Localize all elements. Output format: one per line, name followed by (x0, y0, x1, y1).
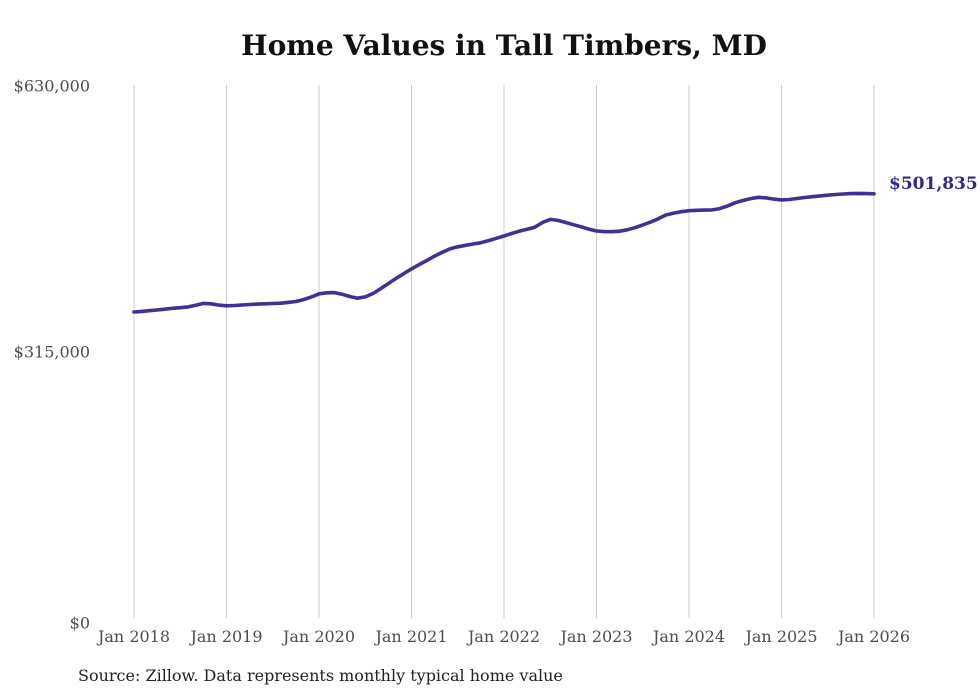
current-value-label: $501,835 (889, 174, 978, 194)
chart-title: Home Values in Tall Timbers, MD (241, 29, 767, 62)
x-axis-tick-label: Jan 2021 (375, 627, 448, 646)
y-axis-label-630000: $630,000 (13, 76, 90, 96)
home-value-line (132, 191, 876, 314)
gridlines-group (133, 85, 875, 618)
x-axis-tick-label: Jan 2023 (560, 627, 633, 646)
source-note: Source: Zillow. Data represents monthly … (78, 666, 563, 685)
x-axis-tick-label: Jan 2024 (652, 627, 726, 646)
y-axis-label-0: $0 (69, 613, 90, 633)
x-axis-tick-label: Jan 2018 (97, 627, 171, 646)
x-axis-tick-label: Jan 2019 (190, 627, 263, 646)
x-axis-tick-label: Jan 2020 (282, 627, 356, 646)
x-axis-tick-label: Jan 2022 (467, 627, 541, 646)
x-axis-tick-label: Jan 2025 (745, 627, 818, 646)
x-axis-tick-label: Jan 2026 (837, 627, 911, 646)
y-axis-label-315000: $315,000 (13, 342, 90, 362)
